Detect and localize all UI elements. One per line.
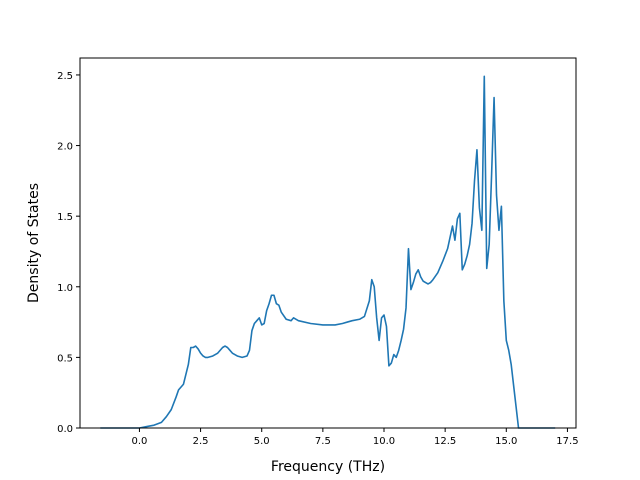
axes-frame <box>79 57 577 429</box>
x-tick-label: 7.5 <box>315 436 331 447</box>
x-tick-label: 5.0 <box>254 436 270 447</box>
x-tick-label: 12.5 <box>434 436 456 447</box>
dos-line <box>100 75 556 429</box>
plot-layer <box>100 75 556 429</box>
y-axis-title: Density of States <box>26 183 42 303</box>
y-tick-label: 0.5 <box>57 353 73 364</box>
y-tick-label: 2.5 <box>57 71 73 82</box>
y-tick-label: 1.0 <box>57 283 73 294</box>
y-tick-label: 0.0 <box>57 424 73 435</box>
x-tick-label: 2.5 <box>193 436 209 447</box>
x-ticks: 0.0 2.5 5.0 7.5 10.0 12.5 15.0 17.5 <box>131 428 579 447</box>
y-tick-label: 1.5 <box>57 212 73 223</box>
y-ticks: 0.0 0.5 1.0 1.5 2.0 2.5 <box>57 71 80 435</box>
x-tick-label: 0.0 <box>131 436 147 447</box>
x-tick-label: 10.0 <box>373 436 395 447</box>
x-axis-title: Frequency (THz) <box>271 459 385 475</box>
x-tick-label: 15.0 <box>495 436 517 447</box>
y-tick-label: 2.0 <box>57 142 73 153</box>
x-tick-label: 17.5 <box>556 436 578 447</box>
